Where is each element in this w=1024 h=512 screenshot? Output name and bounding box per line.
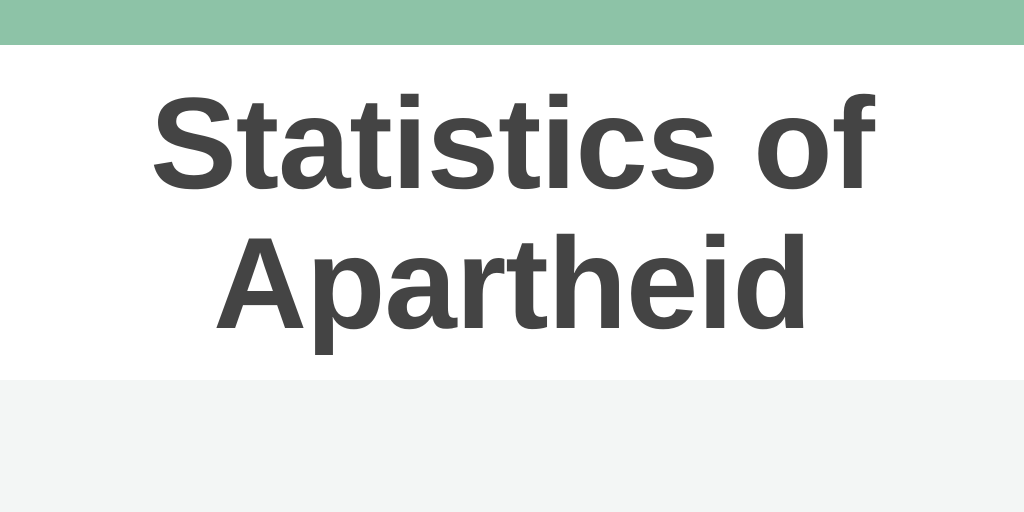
page-title: Statistics of Apartheid [0, 73, 1024, 353]
bottom-color-band [0, 380, 1024, 512]
title-line-1: Statistics of [150, 70, 875, 216]
title-line-2: Apartheid [213, 210, 812, 356]
top-color-band [0, 0, 1024, 45]
